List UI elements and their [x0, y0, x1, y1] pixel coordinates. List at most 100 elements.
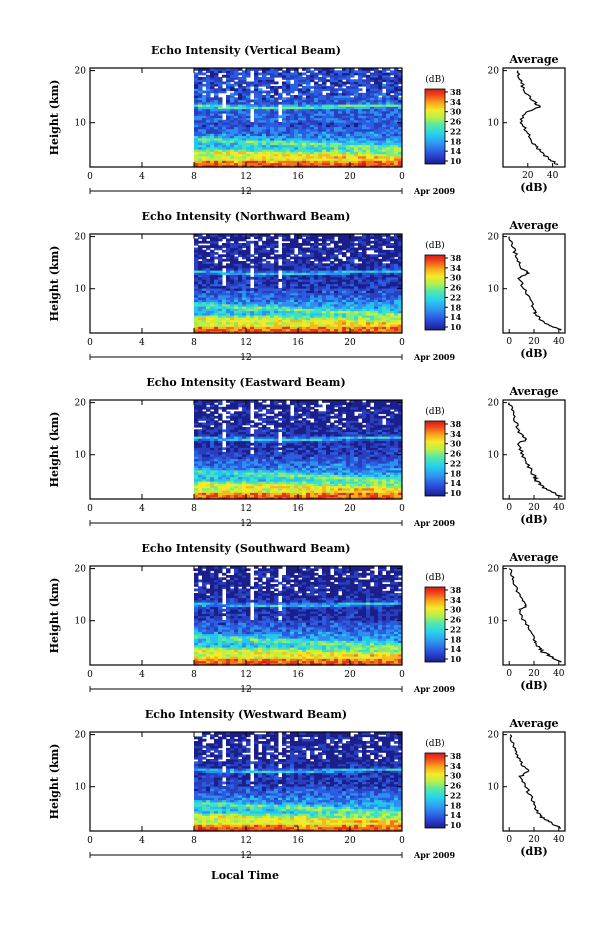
heatmap-cell [234, 263, 239, 267]
heatmap-cell [322, 276, 327, 280]
heatmap-cell [194, 258, 199, 262]
heatmap-cell [314, 135, 319, 139]
heatmap-cell [254, 319, 259, 323]
heatmap-cell [318, 110, 323, 114]
heatmap-cell [374, 474, 379, 478]
heatmap-cell [282, 124, 287, 128]
heatmap-cell [350, 328, 355, 332]
heatmap-cell [294, 299, 299, 303]
heatmap-cell [374, 68, 379, 71]
heatmap-cell [230, 308, 235, 312]
heatmap-cell [310, 494, 315, 498]
heatmap-cell [206, 117, 211, 121]
heatmap-cell [370, 135, 375, 139]
heatmap-cell [206, 312, 211, 316]
heatmap-cell [218, 162, 223, 166]
heatmap-cell [346, 265, 351, 269]
heatmap-cell [246, 281, 251, 285]
heatmap-cell [214, 113, 219, 116]
heatmap-cell [398, 306, 403, 309]
heatmap-cell [222, 146, 227, 150]
heatmap-cell [254, 153, 259, 157]
heatmap-cell [202, 330, 207, 334]
heatmap-cell [334, 113, 339, 116]
heatmap-cell [354, 292, 359, 296]
heatmap-cell [222, 310, 227, 314]
heatmap-cell [254, 77, 259, 80]
heatmap-cell [354, 144, 359, 148]
heatmap-cell [250, 135, 255, 139]
heatmap-cell [302, 133, 307, 137]
heatmap-cell [386, 142, 391, 146]
heatmap-cell [358, 74, 363, 78]
heatmap-cell [342, 276, 347, 280]
heatmap-cell [314, 252, 319, 255]
heatmap-cell [362, 478, 367, 482]
heatmap-cell [350, 319, 355, 323]
heatmap-cell [218, 137, 223, 141]
heatmap-cell [254, 158, 259, 161]
heatmap-cell [330, 146, 335, 150]
heatmap-cell [214, 303, 219, 307]
heatmap-cell [254, 308, 259, 312]
heatmap-cell [386, 478, 391, 482]
heatmap-cell [286, 90, 291, 94]
heatmap-cell [314, 126, 319, 130]
heatmap-cell [318, 274, 323, 278]
heatmap-cell [290, 243, 295, 246]
heatmap-cell [294, 490, 299, 493]
heatmap-cell [206, 267, 211, 271]
heatmap-cell [330, 265, 335, 269]
heatmap-cell [386, 131, 391, 134]
heatmap-cell [318, 476, 323, 480]
heatmap-cell [298, 245, 303, 249]
heatmap-cell [202, 117, 207, 121]
heatmap-cell [362, 487, 367, 491]
heatmap-cell [382, 301, 387, 305]
heatmap-cell [214, 328, 219, 332]
heatmap-cell [386, 252, 391, 255]
heatmap-cell [206, 299, 211, 303]
heatmap-cell [366, 494, 371, 498]
heatmap-cell [246, 133, 251, 137]
heatmap-cell [366, 256, 371, 260]
heatmap-cell [310, 137, 315, 141]
heatmap-cell [378, 285, 383, 289]
heatmap-cell [238, 68, 243, 71]
heatmap-cell [346, 142, 351, 146]
heatmap-cell [218, 133, 223, 137]
heatmap-cell [218, 99, 223, 103]
x-tick-label: 12 [240, 172, 251, 182]
heatmap-cell [202, 272, 207, 276]
heatmap-cell [354, 128, 359, 132]
heatmap-cell [222, 149, 227, 152]
heatmap-cell [210, 319, 215, 323]
heatmap-cell [378, 128, 383, 132]
heatmap-cell [398, 263, 403, 267]
heatmap-cell [222, 254, 227, 258]
heatmap-cell [362, 324, 367, 327]
heatmap-cell [342, 234, 347, 237]
heatmap-cell [310, 110, 315, 114]
heatmap-cell [266, 92, 271, 96]
heatmap-cell [258, 317, 263, 321]
heatmap-cell [294, 492, 299, 496]
heatmap-cell [286, 243, 291, 246]
heatmap-cell [370, 74, 375, 78]
heatmap-cell [302, 108, 307, 112]
heatmap-cell [318, 133, 323, 137]
heatmap-cell [198, 283, 203, 287]
heatmap-cell [230, 279, 235, 282]
heatmap-cell [302, 146, 307, 150]
heatmap-cell [270, 137, 275, 141]
heatmap-cell [346, 299, 351, 303]
heatmap-cell [318, 104, 323, 107]
heatmap-cell [362, 81, 367, 85]
heatmap-cell [358, 144, 363, 148]
heatmap-cell [238, 306, 243, 309]
heatmap-cell [218, 265, 223, 269]
heatmap-cell [210, 158, 215, 161]
heatmap-cell [282, 131, 287, 134]
heatmap-cell [346, 133, 351, 137]
heatmap-cell [202, 124, 207, 128]
